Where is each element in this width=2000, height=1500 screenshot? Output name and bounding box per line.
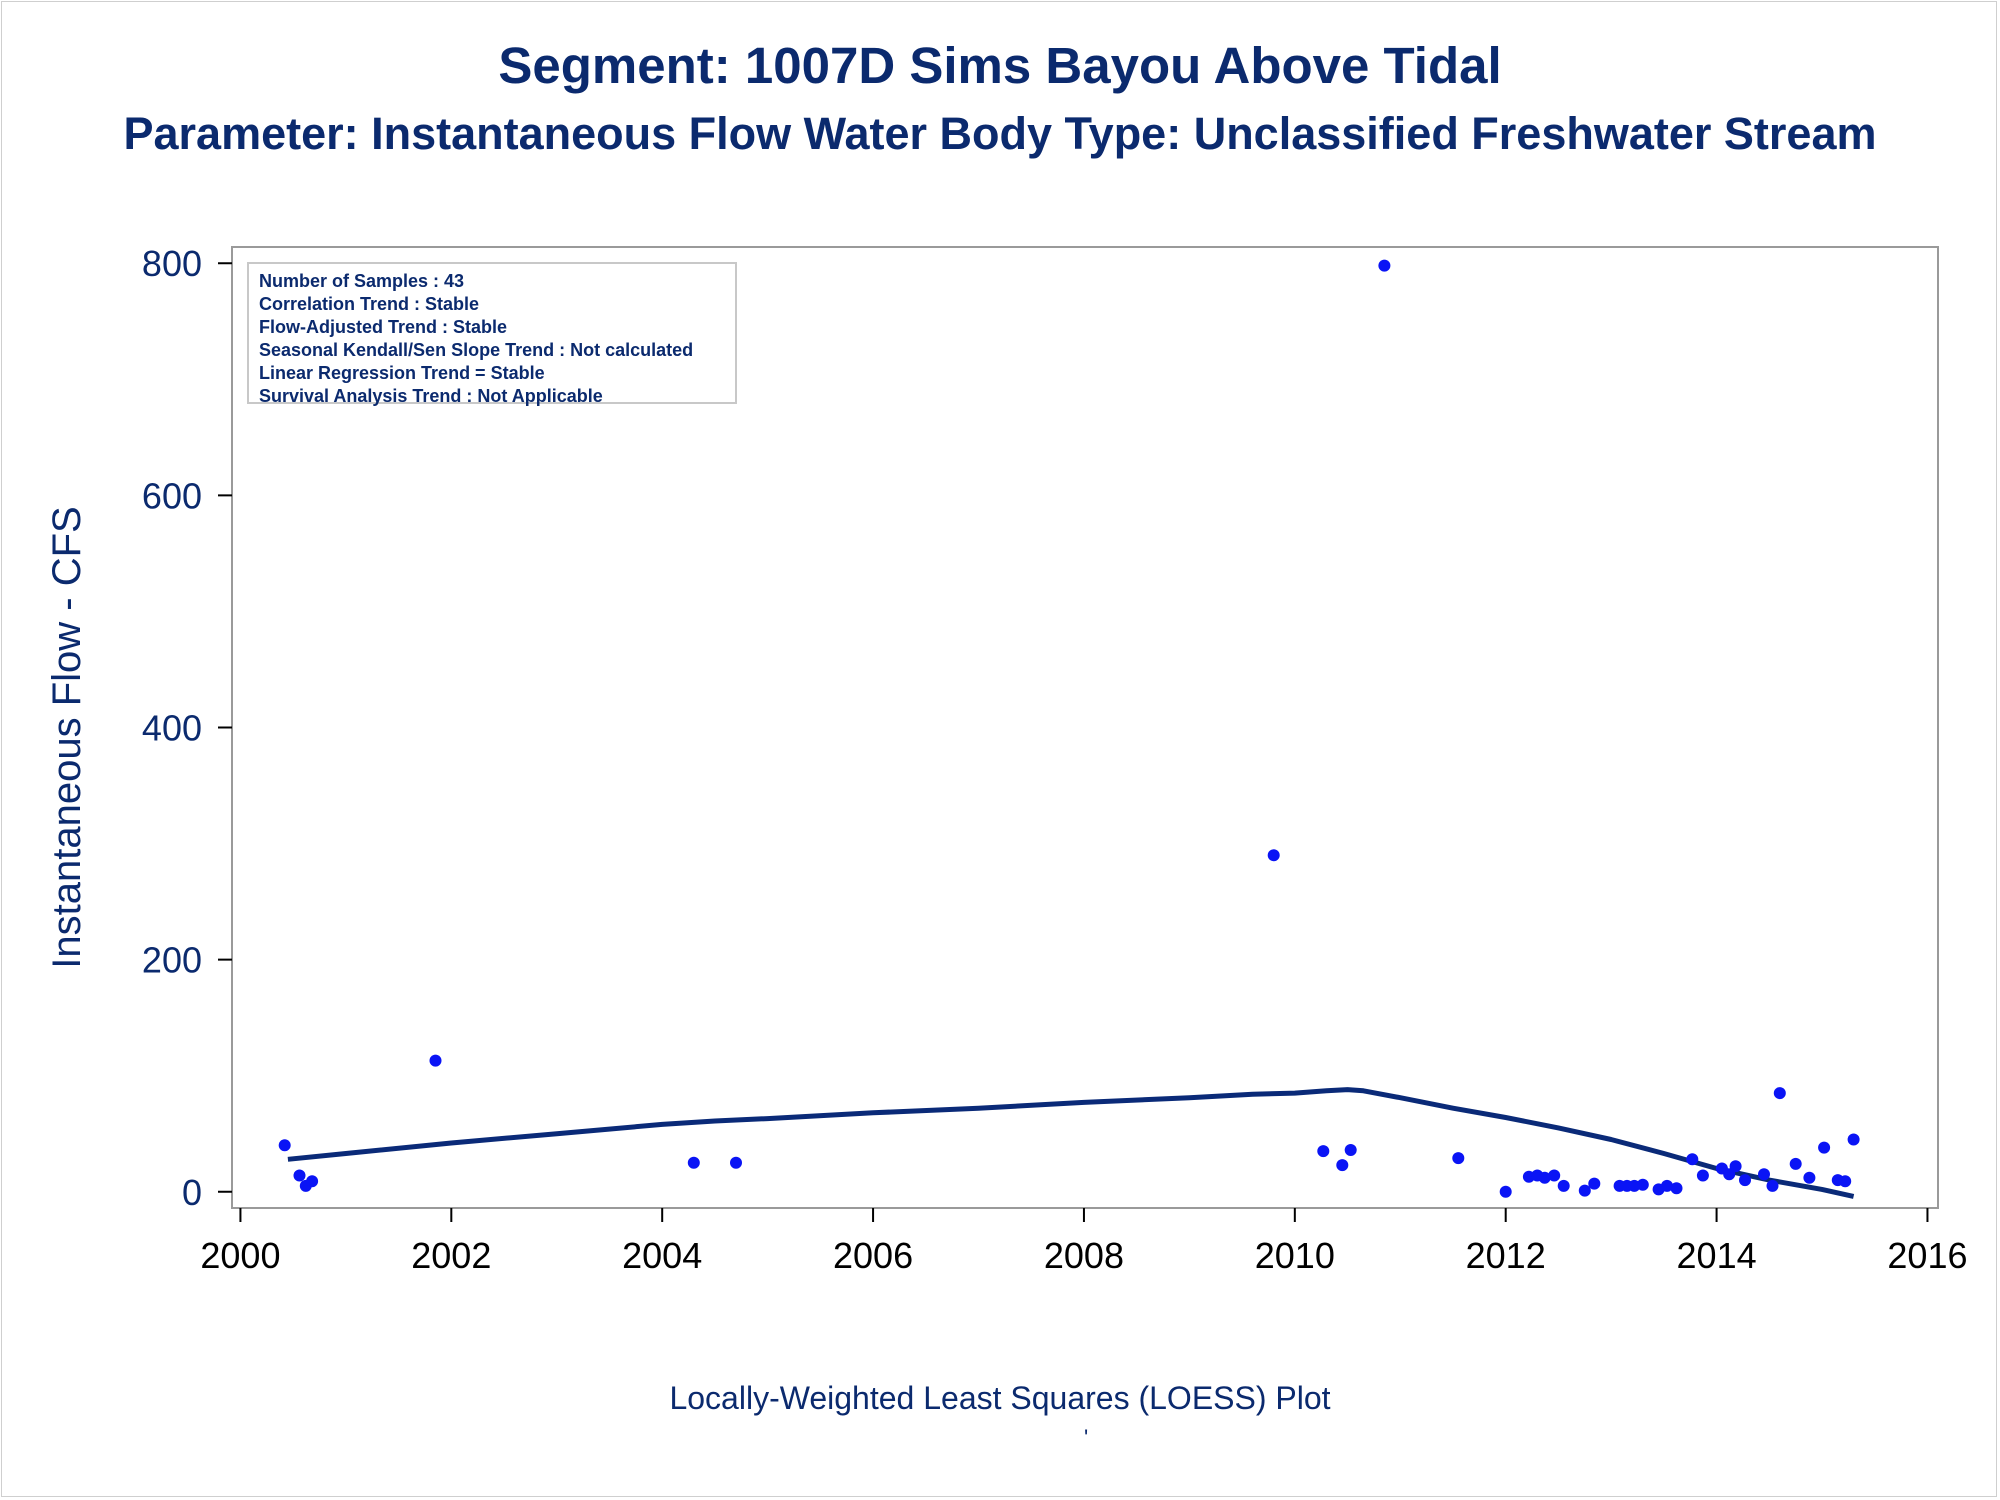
x-tick-label: 2002 (411, 1235, 491, 1276)
data-point (429, 1054, 442, 1067)
x-tick-label: 2004 (622, 1235, 702, 1276)
data-point (1452, 1152, 1465, 1165)
y-tick-label: 600 (142, 475, 202, 516)
data-point (1818, 1141, 1831, 1154)
stats-line: Survival Analysis Trend : Not Applicable (259, 386, 603, 406)
data-point (1723, 1168, 1736, 1181)
data-point (1766, 1179, 1779, 1192)
y-tick-label: 200 (142, 940, 202, 981)
chart-title: Segment: 1007D Sims Bayou Above Tidal (498, 37, 1502, 94)
data-point (1739, 1174, 1751, 1187)
data-point (1686, 1153, 1699, 1166)
data-point (1670, 1182, 1683, 1195)
data-point (1344, 1144, 1357, 1156)
data-point (687, 1156, 700, 1169)
data-point (1803, 1171, 1816, 1184)
data-point (1336, 1159, 1349, 1172)
data-point (1499, 1185, 1512, 1198)
loess-line (287, 1087, 1855, 1199)
data-point (306, 1175, 319, 1188)
footnote-mark: ' (1084, 1425, 1089, 1450)
x-tick-label: 2006 (833, 1235, 913, 1276)
stats-line: Correlation Trend : Stable (259, 294, 480, 314)
data-point (730, 1156, 742, 1169)
x-tick-label: 2014 (1677, 1235, 1757, 1276)
y-axis-label: Instantaneous Flow - CFS (45, 506, 89, 968)
data-point (1636, 1178, 1649, 1191)
y-tick-label: 400 (142, 708, 202, 749)
x-tick-label: 2000 (200, 1235, 280, 1276)
data-point (1548, 1169, 1561, 1182)
footnote: Locally-Weighted Least Squares (LOESS) P… (669, 1380, 1331, 1416)
data-point (1847, 1133, 1860, 1146)
data-point (1729, 1160, 1742, 1173)
stats-line: Linear Regression Trend = Stable (259, 363, 545, 383)
y-tick-label: 800 (142, 243, 202, 284)
x-tick-label: 2016 (1887, 1235, 1967, 1276)
data-point (1378, 259, 1391, 272)
x-tick-label: 2008 (1044, 1235, 1124, 1276)
data-point (1557, 1179, 1570, 1192)
data-point (278, 1139, 291, 1152)
data-point (1839, 1175, 1852, 1188)
stats-line: Flow-Adjusted Trend : Stable (259, 317, 508, 337)
data-point (1758, 1168, 1770, 1181)
y-tick-label: 0 (182, 1172, 202, 1213)
data-point (1317, 1145, 1330, 1158)
x-tick-label: 2012 (1466, 1235, 1546, 1276)
stats-line: Seasonal Kendall/Sen Slope Trend : Not c… (259, 340, 694, 360)
data-point (1773, 1087, 1786, 1100)
data-point (1578, 1184, 1591, 1197)
data-point (1588, 1177, 1601, 1190)
data-point (1696, 1169, 1709, 1182)
data-point (1789, 1157, 1802, 1170)
chart-subtitle: Parameter: Instantaneous Flow Water Body… (123, 108, 1877, 159)
stats-box: Number of Samples : 43 Correlation Trend… (247, 262, 737, 406)
data-point (1661, 1179, 1673, 1192)
data-point (293, 1169, 306, 1182)
data-point (1538, 1171, 1551, 1184)
stats-line: Number of Samples : 43 (259, 271, 465, 291)
data-point (1267, 849, 1280, 862)
x-tick-label: 2010 (1255, 1235, 1335, 1276)
